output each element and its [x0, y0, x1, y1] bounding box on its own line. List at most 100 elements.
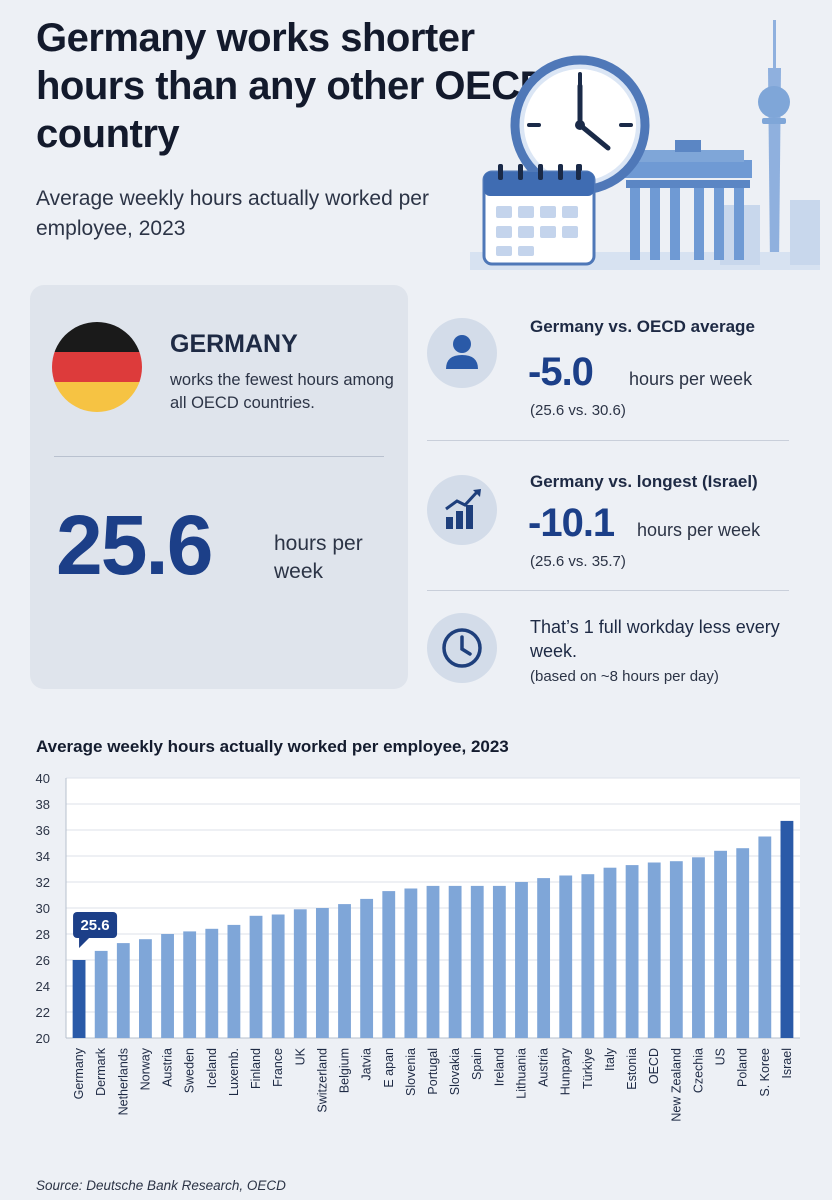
bar-estonia: [625, 865, 639, 1038]
bar-israel: [780, 820, 794, 1038]
stat-heading: Germany vs. OECD average: [530, 317, 755, 336]
bar-new-zealand: [669, 861, 683, 1038]
bar-slovakia: [448, 885, 462, 1038]
person-icon: [427, 318, 497, 388]
x-tick-label: Italy: [603, 1047, 617, 1071]
bar-oecd: [647, 862, 661, 1038]
stat-divider: [427, 590, 789, 591]
stat-unit: hours per week: [637, 520, 761, 540]
x-tick-label: Belgium: [338, 1048, 352, 1093]
x-tick-label: Ireland: [492, 1048, 506, 1086]
clock-calendar-berlin-illustration: [470, 20, 820, 270]
x-tick-label: New Zealand: [669, 1048, 683, 1122]
stat-divider: [427, 440, 789, 441]
bar-e-apan: [382, 891, 396, 1038]
germany-flag-icon: [52, 322, 142, 412]
x-tick-label: Slovakia: [448, 1048, 462, 1095]
x-tick-label: Lithuania: [514, 1048, 528, 1099]
y-tick-label: 26: [36, 953, 50, 968]
bar-chart: 20 22 24 26 28 30 32 34 36 38 40 Germany Dermark Neth…: [36, 771, 800, 1122]
bar-hunpary: [559, 875, 573, 1038]
bar-belgium: [338, 904, 351, 1038]
x-tick-label: OECD: [647, 1048, 661, 1084]
bar-lithuania: [515, 882, 528, 1038]
country-description: works the fewest hours among all OECD co…: [170, 371, 394, 412]
y-tick-label: 38: [36, 797, 50, 812]
x-tick-label: Austria: [161, 1048, 175, 1087]
y-tick-label: 34: [36, 849, 50, 864]
x-tick-label: Czechia: [691, 1048, 705, 1093]
germany-hours-value: 25.6: [56, 498, 213, 592]
calendar-icon: [482, 164, 596, 266]
stat-workday: That’s 1 full workday less every week. (…: [427, 595, 807, 695]
bar-dermark: [94, 950, 108, 1038]
page-subtitle: Average weekly hours actually worked per…: [36, 187, 429, 240]
bar-us: [714, 850, 727, 1038]
bar-switzerland: [315, 908, 329, 1038]
bar-poland: [736, 848, 750, 1038]
x-tick-label: Norway: [138, 1047, 152, 1090]
stat-detail: (25.6 vs. 30.6): [530, 402, 626, 419]
source-note: Source: Deutsche Bank Research, OECD: [36, 1178, 286, 1193]
x-tick-label: Türkiye: [581, 1048, 595, 1089]
card-divider: [54, 456, 384, 457]
x-tick-label: Slovenia: [404, 1048, 418, 1096]
bar-austria: [537, 878, 551, 1038]
x-tick-label: US: [714, 1048, 728, 1065]
stat-detail: (25.6 vs. 35.7): [530, 553, 626, 570]
workday-text: That’s 1 full workday less every week.: [530, 617, 780, 661]
y-tick-label: 30: [36, 901, 50, 916]
y-tick-label: 32: [36, 875, 50, 890]
x-tick-label: Hunpary: [559, 1047, 573, 1095]
y-tick-label: 24: [36, 979, 50, 994]
x-tick-label: Netherlands: [116, 1048, 130, 1115]
x-tick-label: Poland: [736, 1048, 750, 1087]
x-tick-label: Iceland: [205, 1048, 219, 1088]
y-tick-label: 40: [36, 771, 50, 786]
germany-hours-unit: hours per week: [274, 532, 363, 583]
callout-label: 25.6: [80, 917, 109, 934]
bar-netherlands: [116, 943, 130, 1038]
wall-clock-icon: [510, 55, 650, 195]
bar-uk: [293, 909, 307, 1038]
bar-finland: [249, 915, 263, 1038]
bar-germany: [72, 960, 86, 1038]
bar-spain: [470, 885, 484, 1038]
bar-iceland: [205, 928, 219, 1038]
bar-s-koree: [758, 836, 772, 1038]
chart-title: Average weekly hours actually worked per…: [36, 737, 509, 756]
x-tick-label: Finland: [249, 1048, 263, 1089]
bar-chart-icon: [427, 475, 497, 545]
y-tick-label: 36: [36, 823, 50, 838]
x-tick-label: Austria: [537, 1048, 551, 1087]
bar-norway: [139, 939, 152, 1038]
x-tick-label: Spain: [470, 1048, 484, 1080]
clock-icon: [427, 613, 497, 683]
x-tick-label: Switzerland: [315, 1048, 329, 1113]
callout-pointer: [79, 938, 90, 948]
x-tick-label: Dermark: [94, 1047, 108, 1096]
x-tick-label: France: [271, 1048, 285, 1087]
bar-t-rkiye: [581, 874, 595, 1038]
page-title: Germany works shorter hours than any oth…: [36, 16, 549, 156]
country-name: GERMANY: [170, 330, 298, 358]
germany-card: GERMANY works the fewest hours among all…: [30, 285, 408, 689]
callout-bubble: [73, 912, 118, 938]
stat-value: -10.1: [528, 501, 615, 545]
x-tick-label: Israel: [780, 1048, 794, 1079]
y-tick-label: 22: [36, 1005, 50, 1020]
stat-value: -5.0: [528, 350, 594, 394]
stat-detail: (based on ~8 hours per day): [530, 668, 719, 685]
bar-sweden: [183, 931, 197, 1038]
bar-luxemb-: [227, 924, 241, 1038]
y-tick-label: 28: [36, 927, 50, 942]
x-tick-label: Germany: [72, 1047, 86, 1099]
bar-jatvia: [360, 898, 374, 1038]
x-tick-label: Jatvia: [360, 1048, 374, 1081]
x-tick-label: Sweden: [183, 1048, 197, 1093]
bar-portugal: [426, 885, 440, 1038]
stat-vs-israel: Germany vs. longest (Israel) -10.1 hours…: [427, 445, 807, 591]
x-tick-label: UK: [293, 1047, 307, 1065]
bar-ireland: [492, 885, 506, 1038]
bar-czechia: [692, 857, 705, 1038]
